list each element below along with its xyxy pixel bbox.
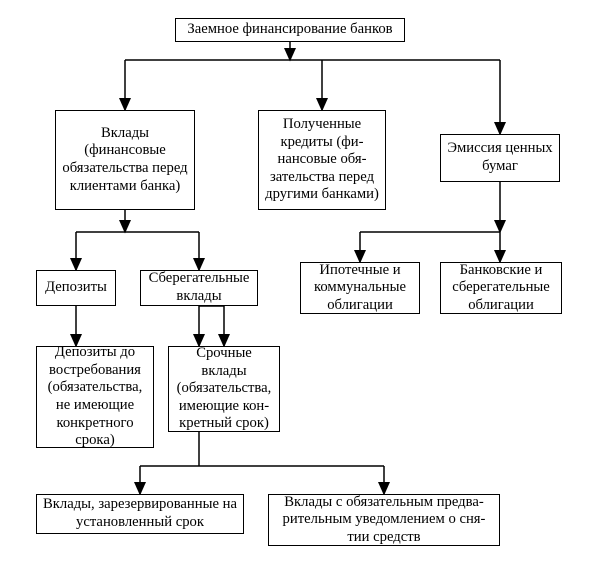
node-deposits: Вклады (финансовые обязательства перед к…: [55, 110, 195, 210]
node-securities: Эмиссия ценных бумаг: [440, 134, 560, 182]
node-demand: Депозиты до востребования (обязательства…: [36, 346, 154, 448]
node-term: Срочные вклады (обязательства, имеющие к…: [168, 346, 280, 432]
flowchart-canvas: Заемное финансирование банков Вклады (фин…: [0, 0, 592, 564]
node-sber: Сберегательные вклады: [140, 270, 258, 306]
node-notice: Вклады с обязательным предва­рительным у…: [268, 494, 500, 546]
node-mortgage: Ипотечные и коммунальные облигации: [300, 262, 420, 314]
node-credits: Полученные кредиты (фи­нансовые обя­зате…: [258, 110, 386, 210]
node-depozity: Депозиты: [36, 270, 116, 306]
node-bankbonds: Банковские и сберегательные облигации: [440, 262, 562, 314]
node-reserved: Вклады, зарезервированные на установленн…: [36, 494, 244, 534]
node-root: Заемное финансирование банков: [175, 18, 405, 42]
